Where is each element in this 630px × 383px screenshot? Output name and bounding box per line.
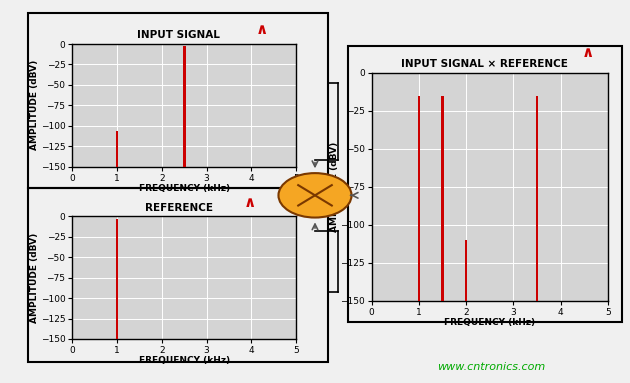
Bar	[116, 131, 118, 167]
Title: INPUT SIGNAL × REFERENCE   : INPUT SIGNAL × REFERENCE	[401, 59, 579, 69]
Bar	[441, 96, 444, 301]
Text: ∧: ∧	[255, 22, 268, 37]
Text: ∧: ∧	[581, 45, 594, 60]
Bar	[418, 96, 420, 301]
Title: INPUT SIGNAL   : INPUT SIGNAL	[137, 31, 231, 41]
X-axis label: FREQUENCY (kHz): FREQUENCY (kHz)	[444, 318, 536, 327]
Bar	[536, 96, 539, 301]
Title: REFERENCE   : REFERENCE	[145, 203, 224, 213]
X-axis label: FREQUENCY (kHz): FREQUENCY (kHz)	[139, 356, 230, 365]
Bar	[116, 219, 118, 339]
Text: ∧: ∧	[244, 195, 256, 210]
Bar	[465, 240, 467, 301]
Y-axis label: AMPLITUDE (dBV): AMPLITUDE (dBV)	[30, 60, 39, 151]
X-axis label: FREQUENCY (kHz): FREQUENCY (kHz)	[139, 184, 230, 193]
Text: www.cntronics.com: www.cntronics.com	[437, 362, 546, 372]
Y-axis label: AMPLITUDE (dBV): AMPLITUDE (dBV)	[329, 142, 338, 232]
Bar	[183, 46, 185, 167]
Y-axis label: AMPLITUDE (dBV): AMPLITUDE (dBV)	[30, 232, 39, 323]
